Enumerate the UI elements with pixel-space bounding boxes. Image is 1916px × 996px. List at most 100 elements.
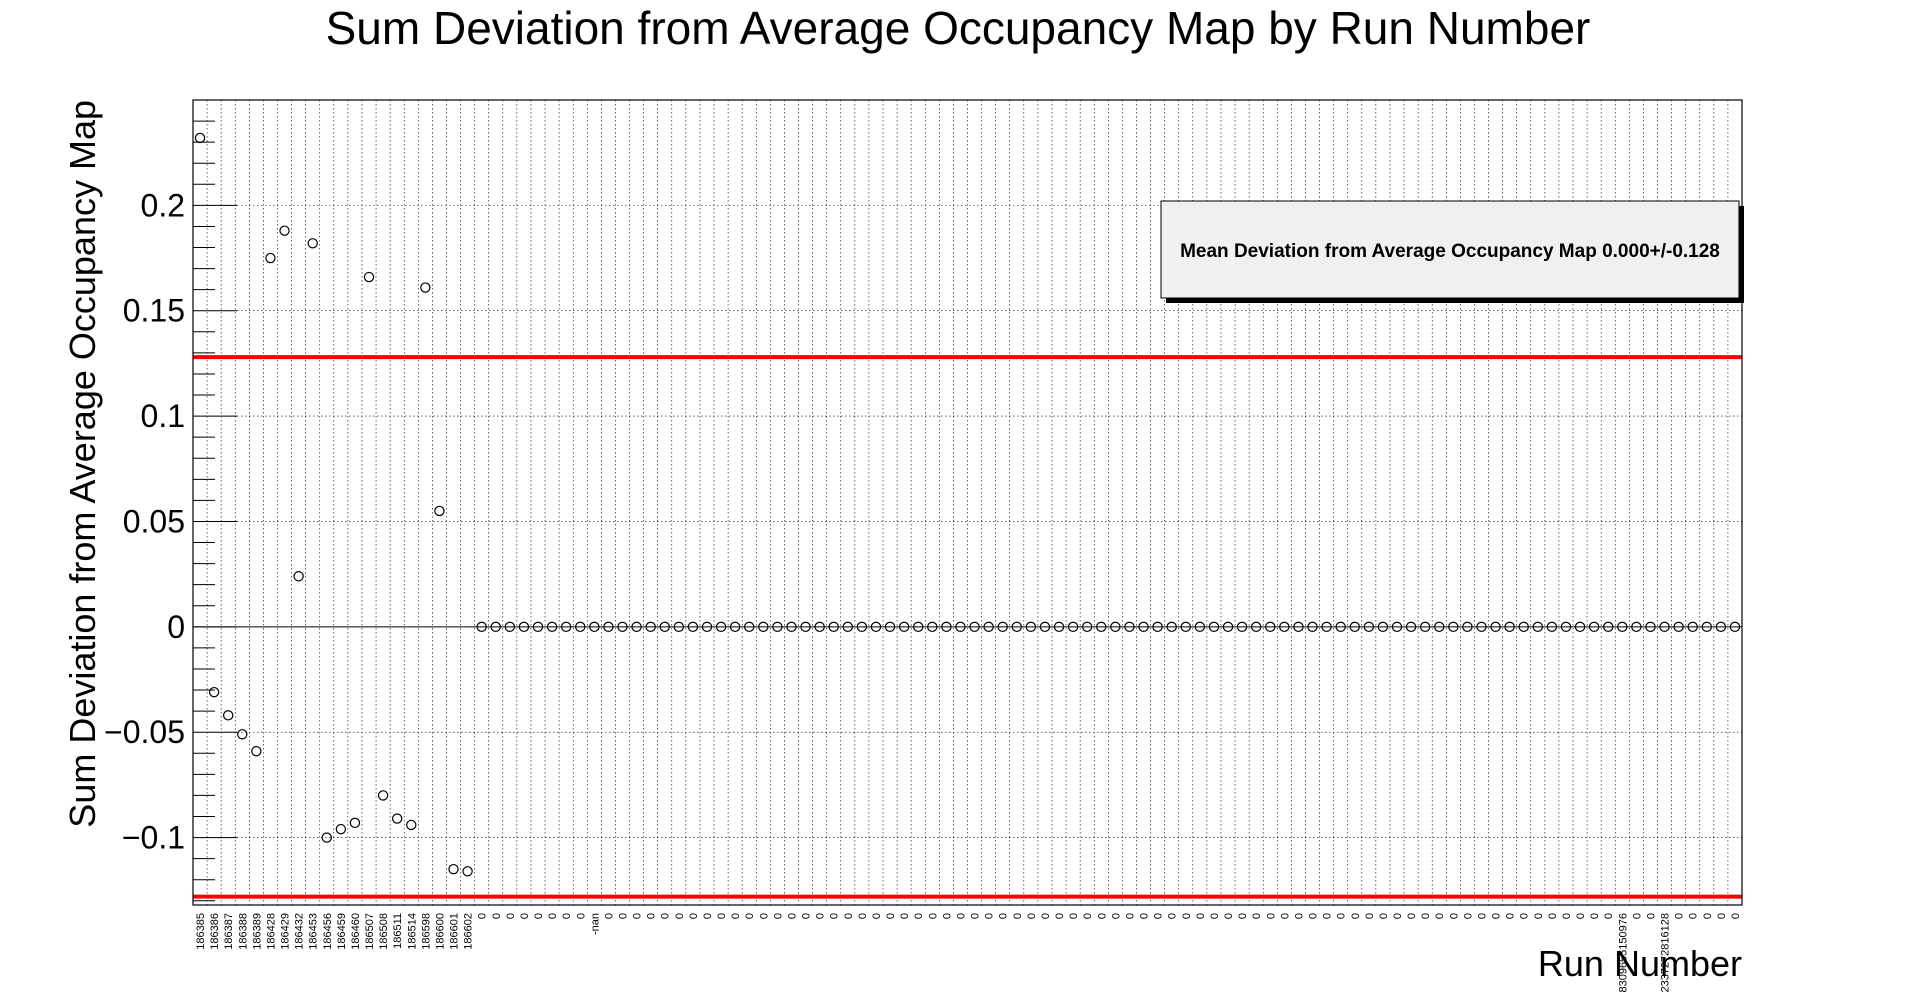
data-point xyxy=(1659,621,1670,633)
x-tick-label: 0 xyxy=(1026,913,1038,919)
data-point xyxy=(673,621,685,633)
data-point xyxy=(1081,621,1093,633)
data-point xyxy=(1448,621,1459,633)
x-tick-label: 0 xyxy=(1645,913,1657,919)
data-point xyxy=(546,621,558,633)
x-tick-label: -nan xyxy=(589,913,601,935)
data-point xyxy=(1701,621,1712,633)
data-point xyxy=(575,621,586,633)
x-tick-label: 0 xyxy=(998,913,1010,919)
data-point xyxy=(251,745,262,757)
data-point xyxy=(828,621,839,633)
x-tick-label: 186508 xyxy=(378,913,390,950)
data-point xyxy=(715,621,727,633)
x-tick-label: 186386 xyxy=(209,913,221,950)
x-tick-label: 0 xyxy=(575,913,587,919)
x-tick-label: 0 xyxy=(871,913,883,919)
x-tick-label: 186432 xyxy=(294,913,306,950)
data-point xyxy=(1476,621,1487,633)
data-point xyxy=(279,225,290,236)
data-point xyxy=(1265,621,1276,633)
x-tick-label: 0 xyxy=(1533,913,1545,919)
data-point xyxy=(589,621,600,633)
x-tick-label: 0 xyxy=(1153,913,1165,919)
x-tick-label: 186598 xyxy=(420,913,432,950)
data-point xyxy=(969,621,980,633)
data-point xyxy=(1307,621,1318,633)
data-point xyxy=(1490,621,1501,633)
x-tick-label: 0 xyxy=(1293,913,1305,919)
data-point xyxy=(1419,621,1431,633)
x-tick-label: 186388 xyxy=(237,913,249,950)
x-tick-label: 186428 xyxy=(265,913,277,950)
x-tick-label: 0 xyxy=(477,913,489,919)
x-tick-label: 0 xyxy=(1110,913,1122,919)
x-tick-label: 186385 xyxy=(195,913,207,950)
x-tick-label: 0 xyxy=(970,913,982,919)
data-point xyxy=(744,621,755,633)
x-tick-label: 0 xyxy=(1068,913,1080,919)
x-tick-label: 186514 xyxy=(406,913,418,950)
data-point xyxy=(307,238,318,249)
data-point xyxy=(631,621,642,633)
x-tick-label: 186459 xyxy=(336,913,348,950)
data-point xyxy=(1222,621,1234,633)
data-point xyxy=(1321,621,1332,633)
x-tick-label: 0 xyxy=(829,913,841,919)
data-point xyxy=(1715,621,1727,633)
x-tick-label: 0 xyxy=(1589,913,1601,919)
x-tick-label: 0 xyxy=(1322,913,1334,919)
x-tick-label: 0 xyxy=(899,913,911,919)
data-point xyxy=(645,621,656,633)
data-point xyxy=(1560,621,1572,633)
data-point xyxy=(293,571,304,582)
data-point xyxy=(1124,621,1135,633)
legend-box: Mean Deviation from Average Occupancy Ma… xyxy=(1160,200,1744,303)
data-point xyxy=(913,621,924,633)
data-point xyxy=(265,252,276,264)
x-tick-label: 186387 xyxy=(223,913,235,950)
x-tick-label: 0 xyxy=(1716,913,1728,919)
x-tick-label: 0 xyxy=(660,913,672,919)
x-tick-label: 0 xyxy=(1082,913,1094,919)
x-tick-label: 0 xyxy=(1702,913,1714,919)
data-point xyxy=(448,863,459,875)
x-tick-label: 186460 xyxy=(350,913,362,950)
y-tick-label: 0.15 xyxy=(123,293,185,329)
x-tick-label: 0 xyxy=(674,913,686,919)
data-point xyxy=(560,621,572,633)
data-point xyxy=(434,505,445,517)
x-tick-label: 186600 xyxy=(434,913,446,950)
data-point xyxy=(420,282,431,293)
data-point xyxy=(927,621,938,633)
x-tick-label: 0 xyxy=(1420,913,1432,919)
data-point xyxy=(1011,621,1022,633)
data-point xyxy=(1250,621,1262,633)
data-point xyxy=(1673,621,1684,633)
data-point xyxy=(406,819,417,831)
data-point xyxy=(363,271,375,283)
data-point xyxy=(1053,621,1065,633)
data-point xyxy=(194,132,206,144)
data-point xyxy=(1546,621,1558,633)
data-point xyxy=(1110,621,1121,633)
x-tick-label: 0 xyxy=(1575,913,1587,919)
y-tick-label: 0.05 xyxy=(123,503,185,539)
x-tick-label: 0 xyxy=(730,913,742,919)
data-point xyxy=(1138,621,1149,633)
x-tick-label: 186456 xyxy=(322,913,334,950)
data-point xyxy=(941,621,952,633)
x-tick-label: 0 xyxy=(716,913,728,919)
x-tick-label: 0 xyxy=(1167,913,1179,919)
x-axis-title: Run Number xyxy=(1538,943,1742,984)
grid xyxy=(193,100,1742,905)
x-tick-label: 0 xyxy=(857,913,869,919)
data-point xyxy=(223,710,234,721)
data-point xyxy=(786,621,797,633)
data-point xyxy=(1180,621,1191,633)
data-point xyxy=(391,813,403,824)
x-tick-label: 0 xyxy=(519,913,531,919)
data-point xyxy=(856,621,868,633)
data-point xyxy=(1025,621,1037,633)
data-point xyxy=(1588,621,1600,633)
